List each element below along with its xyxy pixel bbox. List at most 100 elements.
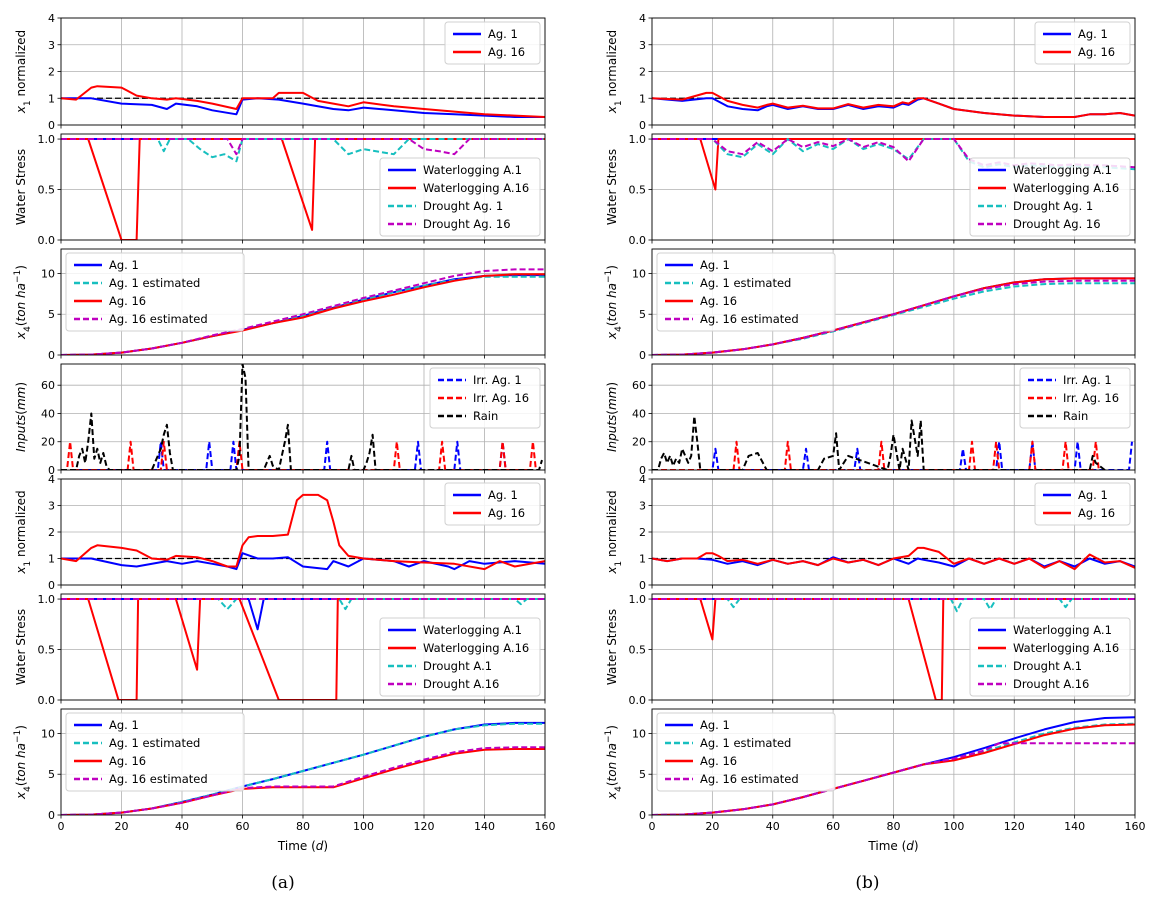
legend: Ag. 1 Ag. 16 (1034, 21, 1131, 65)
y-tick-label: 5 (639, 768, 646, 781)
legend-label: Ag. 16 (1078, 45, 1115, 59)
subplot-a5: 0 1 2 3 4 x1 normalized Ag. 1 Ag. 16 (14, 473, 546, 592)
y-tick-label: 0.0 (38, 694, 56, 707)
y-tick-label: 0 (48, 464, 55, 477)
legend-label: Ag. 1 (700, 258, 730, 272)
y-tick-label: 1 (639, 553, 646, 566)
y-axis-label: Water Stress (605, 609, 619, 685)
x-tick-label: 20 (115, 820, 129, 833)
legend-label: Drought Ag. 16 (423, 217, 511, 231)
legend-box (656, 252, 836, 332)
y-tick-label: 10 (41, 267, 55, 280)
series-line (61, 138, 545, 163)
x-tick-label: 40 (175, 820, 189, 833)
legend: Ag. 1 Ag. 1 estimated Ag. 16 Ag. 16 estimat… (65, 712, 245, 792)
y-tick-label: 5 (48, 768, 55, 781)
y-tick-label: 4 (48, 473, 55, 486)
legend-label: Waterlogging A.1 (423, 163, 522, 177)
legend-label: Ag. 1 estimated (700, 276, 791, 290)
legend-box (1019, 367, 1131, 429)
series-line (61, 138, 545, 156)
y-tick-label: 5 (48, 308, 55, 321)
series-line (61, 364, 543, 470)
legend-label: Waterlogging A.16 (423, 641, 529, 655)
subplot-b1: 0 1 2 3 4 x1 normalized Ag. 1 Ag. 16 (605, 12, 1136, 132)
legend-box (65, 712, 245, 792)
legend: Waterlogging A.1 Waterlogging A.16 Drought… (379, 617, 541, 697)
legend: Irr. Ag. 1 Irr. Ag. 16 Rain (429, 367, 541, 429)
y-tick-label: 0.5 (38, 184, 56, 197)
legend-label: Ag. 1 estimated (109, 276, 200, 290)
legend-label: Ag. 1 (109, 258, 139, 272)
legend: Waterlogging A.1 Waterlogging A.16 Drought… (969, 617, 1131, 697)
legend-label: Waterlogging A.1 (1013, 163, 1112, 177)
legend-box (379, 617, 541, 697)
y-tick-label: 10 (41, 727, 55, 740)
y-tick-label: 0 (639, 119, 646, 132)
caption-a: (a) (271, 873, 294, 893)
series-line (61, 268, 545, 355)
legend-label: Ag. 1 (488, 488, 518, 502)
y-tick-label: 60 (41, 379, 55, 392)
series-line (61, 138, 545, 240)
y-tick-label: 20 (632, 436, 646, 449)
legend-label: Ag. 1 estimated (700, 736, 791, 750)
y-tick-label: 4 (639, 12, 646, 25)
series-line (61, 440, 537, 470)
x-tick-label: 120 (1004, 820, 1025, 833)
legend-label: Ag. 16 (1078, 506, 1115, 520)
legend-label: Rain (1063, 409, 1088, 423)
legend-label: Ag. 16 (700, 294, 737, 308)
legend-box (429, 367, 541, 429)
legend-box (969, 617, 1131, 697)
legend-box (444, 21, 541, 65)
legend-label: Irr. Ag. 1 (1063, 373, 1112, 387)
legend-label: Drought Ag. 1 (423, 199, 503, 213)
legend-box (656, 712, 836, 792)
series-line (652, 546, 1135, 571)
legend-label: Drought A.1 (423, 659, 492, 673)
y-axis-label: Inputs(mm) (14, 382, 28, 452)
y-tick-label: 0.0 (629, 694, 647, 707)
x-tick-label: 40 (766, 820, 780, 833)
legend-label: Drought Ag. 1 (1013, 199, 1093, 213)
series-line (652, 91, 1135, 118)
y-axis-label: x4(ton ha−1) (13, 265, 33, 340)
legend-label: Irr. Ag. 16 (1063, 391, 1119, 405)
legend-box (969, 157, 1131, 237)
legend-label: Waterlogging A.1 (1013, 623, 1112, 637)
series-line (61, 746, 545, 815)
y-tick-label: 2 (48, 526, 55, 539)
legend: Waterlogging A.1 Waterlogging A.16 Drought… (379, 157, 541, 237)
x-tick-label: 80 (887, 820, 901, 833)
legend: Ag. 1 Ag. 1 estimated Ag. 16 Ag. 16 estimat… (65, 252, 245, 332)
x-tick-label: 140 (1064, 820, 1085, 833)
legend-label: Ag. 16 (109, 294, 146, 308)
series-line (61, 598, 545, 700)
legend-label: Rain (473, 409, 498, 423)
series-line (652, 415, 1106, 470)
y-axis-label: x4(ton ha−1) (604, 265, 624, 340)
y-tick-label: 2 (48, 66, 55, 79)
y-tick-label: 0 (639, 349, 646, 362)
series-line (652, 440, 1133, 470)
y-tick-label: 4 (639, 473, 646, 486)
legend: Irr. Ag. 1 Irr. Ag. 16 Rain (1019, 367, 1131, 429)
y-axis-label: Water Stress (14, 609, 28, 685)
y-tick-label: 3 (48, 39, 55, 52)
legend-box (65, 252, 245, 332)
legend-box (1034, 482, 1131, 526)
legend-label: Ag. 1 (488, 27, 518, 41)
x-tick-label: 120 (414, 820, 435, 833)
series-line (61, 85, 545, 118)
legend-label: Ag. 16 (109, 754, 146, 768)
x-tick-label: 160 (535, 820, 556, 833)
y-tick-label: 0.5 (629, 184, 647, 197)
legend-label: Ag. 16 (488, 45, 525, 59)
y-axis-label: x4(ton ha−1) (604, 725, 624, 800)
y-tick-label: 10 (632, 267, 646, 280)
y-tick-label: 5 (639, 308, 646, 321)
